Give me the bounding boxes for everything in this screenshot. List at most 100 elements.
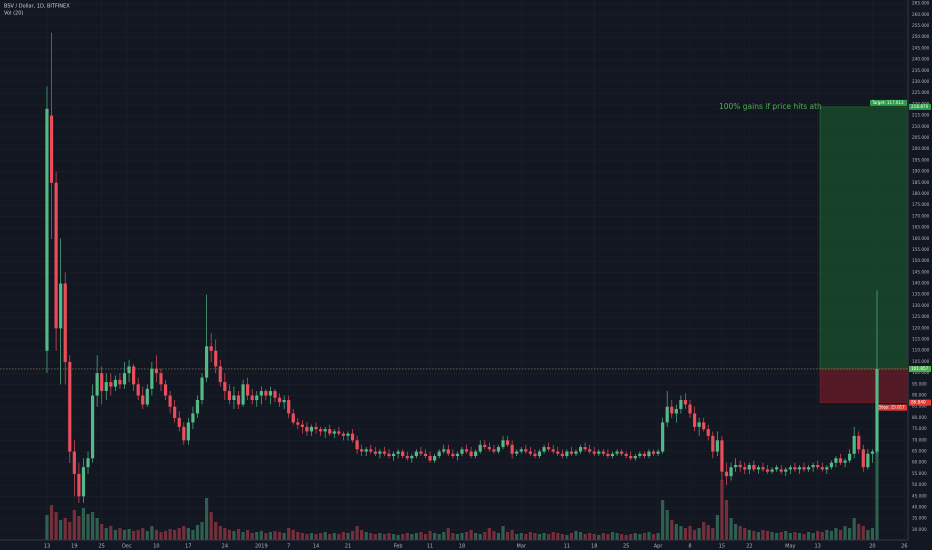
candle-body [81,467,86,497]
candle-body [834,458,838,463]
candle-body [410,456,414,459]
loss-zone [819,368,909,403]
candle-body [163,384,168,396]
volume-bar [63,518,67,540]
candle-body [688,404,692,414]
candle-body [355,440,359,450]
volume-bar [451,533,455,540]
candle-body [734,464,738,468]
candle-body [59,283,63,329]
candle-body [496,447,501,452]
candle-body [104,382,108,392]
y-tick-label: 65.000 [912,449,927,454]
volume-bar [670,520,674,540]
volume-bar [113,530,117,540]
candle-body [328,429,332,434]
candle-body [601,451,605,454]
y-tick-label: 260.000 [912,12,930,17]
volume-bar [756,532,761,540]
volume-bar [255,532,259,540]
y-tick-label: 220.000 [912,101,930,106]
candle-body [797,467,802,470]
y-tick-label: 170.000 [912,213,930,218]
candle-body [519,449,523,452]
volume-bar [360,530,364,540]
volume-bar [747,530,751,540]
candle-body [606,453,610,457]
candle-body [100,373,104,392]
volume-bar [268,532,273,540]
volume-bar [109,526,113,540]
volume-bar [788,533,792,540]
candle-body [524,449,528,452]
candle-body [218,366,222,383]
volume-bar [834,528,838,540]
volume-bar [127,529,131,540]
y-tick-label: 100.000 [912,370,930,375]
candle-body [118,379,122,385]
volume-bar [68,522,72,540]
x-tick-label: 20 [869,544,875,550]
grid [0,0,908,540]
candle-body [150,368,154,389]
y-tick-label: 135.000 [912,292,930,297]
volume-bar [811,533,815,540]
candle-body [337,431,341,434]
volume-bar [355,526,359,540]
volume-bar [661,500,665,540]
candle-body [405,456,409,459]
volume-bar [651,534,656,540]
volume-bar [761,530,765,540]
candle-body [168,395,172,407]
candle-body [852,435,856,454]
volume-bar [601,533,605,540]
candle-body [287,400,291,414]
candle-body [592,451,596,454]
volume-bar [191,530,195,540]
volume-bar [574,531,578,540]
candle-body [651,451,656,454]
chart-title: BSV / Dollar, 1D, BITFINEX [4,4,70,10]
candle-body [72,451,76,474]
candle-body [656,451,660,454]
candle-body [861,449,865,468]
volume-bar [428,531,432,540]
candle-body [159,373,163,385]
volume-bar [870,528,875,540]
volume-bar [246,530,250,540]
candle-body [483,444,487,448]
volume-bar [720,480,724,540]
candle-body [346,433,350,436]
candle-body [182,426,186,441]
candle-body [752,464,756,470]
candle-body [113,379,117,387]
x-tick-label: 2019 [255,544,268,550]
volume-bar [241,532,245,540]
x-tick-label: 26 [901,544,907,550]
volume-bar [734,524,738,540]
volume-bar [510,530,514,540]
candle-body [724,471,729,477]
candle-body [373,451,377,454]
candle-body [364,449,368,452]
volume-bar [118,528,122,540]
candle-body [469,451,473,457]
volume-bar [337,534,341,540]
target-text-box [870,99,907,106]
volume-bar [204,498,209,540]
candle-body [683,400,688,405]
y-tick-label: 200.000 [912,146,930,151]
x-tick-label: 13 [44,544,50,550]
volume-bar [843,526,847,540]
volume-bar [665,510,669,540]
volume-bar [90,512,95,540]
volume-bar [797,533,802,540]
candle-body [428,456,432,461]
volume-label: Vol (20) [4,11,23,17]
candle-body [45,108,49,351]
volume-bar [95,518,99,540]
volume-bar [373,534,377,540]
volume-bar [724,500,729,540]
volume-bar [738,526,742,540]
